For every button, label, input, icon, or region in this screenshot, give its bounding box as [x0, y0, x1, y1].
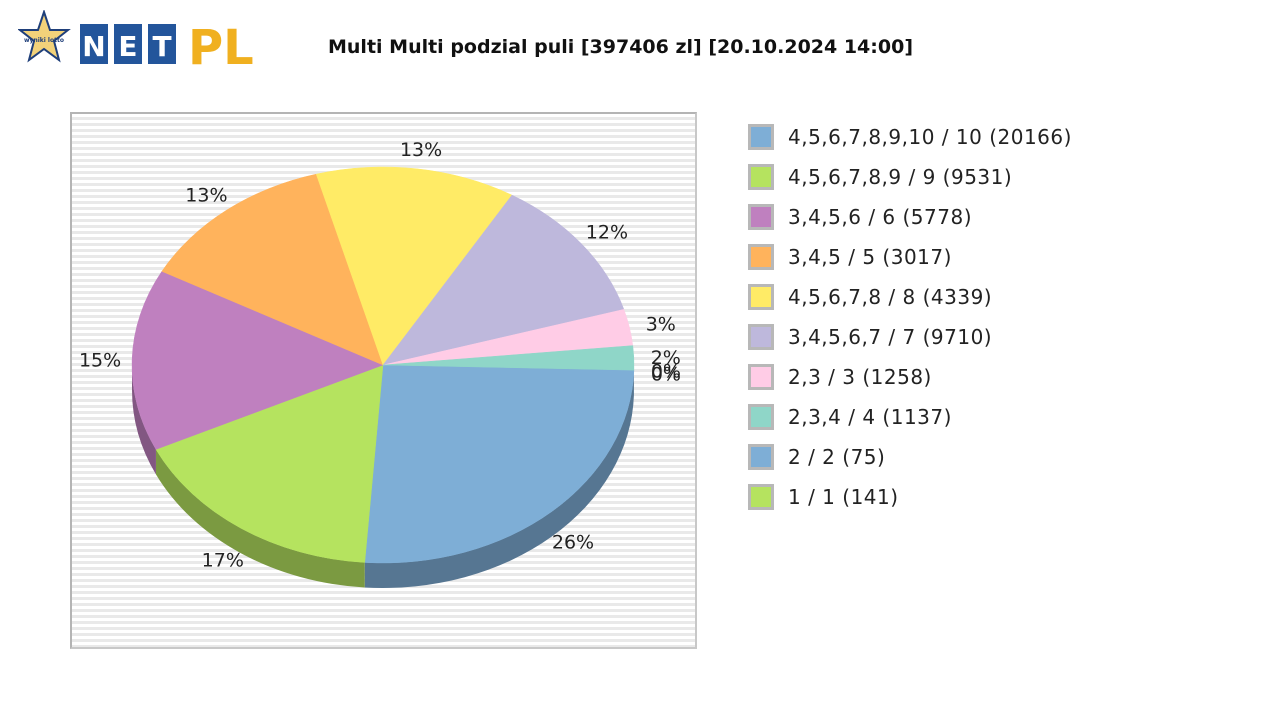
- legend-swatch: [748, 164, 774, 190]
- chart-title: Multi Multi podzial puli [397406 zl] [20…: [328, 36, 914, 58]
- pie-slice-side: [155, 449, 365, 588]
- legend-label: 4,5,6,7,8,9 / 9 (9531): [788, 165, 1013, 189]
- pie-slice-side: [132, 365, 156, 475]
- pie-slice-percent-label: 26%: [552, 532, 594, 554]
- pie-slice-side: [364, 370, 634, 589]
- logo-graphic: wyniki lotto N E T PL: [17, 8, 254, 76]
- pie-slice-percent-label: 0%: [651, 361, 681, 383]
- legend-swatch: [748, 124, 774, 150]
- legend-label: 3,4,5,6 / 6 (5778): [788, 205, 973, 229]
- logo-letters-net: N: [82, 30, 105, 63]
- logo-block-t: [148, 24, 176, 64]
- star-icon: [17, 8, 71, 63]
- legend-swatch: [748, 284, 774, 310]
- legend-item: 2,3 / 3 (1258): [748, 362, 1072, 392]
- pie-slice-percent-label: 15%: [79, 349, 121, 371]
- netpl-logo[interactable]: wyniki lotto N E T PL: [17, 8, 268, 76]
- pie-slice: [315, 166, 513, 366]
- logo-block-e: [114, 24, 142, 64]
- pie-slice-percent-label: 13%: [185, 185, 227, 207]
- legend-label: 3,4,5 / 5 (3017): [788, 245, 952, 269]
- pie-slice: [131, 271, 384, 450]
- pie-slice: [161, 173, 384, 366]
- pie-labels-layer: 26%17%15%13%13%12%3%2%0%0%: [79, 139, 681, 572]
- legend-label: 2 / 2 (75): [788, 445, 886, 469]
- pie-slice-percent-label: 2%: [651, 347, 681, 369]
- legend-label: 2,3,4 / 4 (1137): [788, 405, 952, 429]
- legend-item: 3,4,5,6,7 / 7 (9710): [748, 322, 1072, 352]
- legend-item: 4,5,6,7,8,9,10 / 10 (20166): [748, 122, 1072, 152]
- legend-swatch: [748, 324, 774, 350]
- legend-swatch: [748, 404, 774, 430]
- legend-item: 3,4,5,6 / 6 (5778): [748, 202, 1072, 232]
- legend-label: 3,4,5,6,7 / 7 (9710): [788, 325, 993, 349]
- pie-depth-layer: [132, 365, 634, 589]
- pie-slice: [382, 345, 635, 371]
- legend-swatch: [748, 484, 774, 510]
- logo-letters-pl: PL: [188, 20, 254, 72]
- legend-item: 4,5,6,7,8,9 / 9 (9531): [748, 162, 1072, 192]
- pie-slice: [364, 364, 635, 564]
- legend-item: 1 / 1 (141): [748, 482, 1072, 512]
- legend-swatch: [748, 444, 774, 470]
- logo-letters-net-e: E: [118, 30, 137, 63]
- legend-swatch: [748, 244, 774, 270]
- pie-slice-percent-label: 13%: [400, 139, 442, 161]
- pie-slice-percent-label: 17%: [202, 550, 244, 572]
- legend-label: 1 / 1 (141): [788, 485, 899, 509]
- pie-slice: [155, 364, 384, 563]
- pie-slice-percent-label: 0%: [651, 364, 681, 386]
- legend-label: 2,3 / 3 (1258): [788, 365, 932, 389]
- legend-swatch: [748, 204, 774, 230]
- pie-slice-percent-label: 12%: [586, 222, 628, 244]
- logo-block-n: [80, 24, 108, 64]
- pie-slice-percent-label: 3%: [646, 314, 676, 336]
- legend-label: 4,5,6,7,8 / 8 (4339): [788, 285, 993, 309]
- legend-item: 4,5,6,7,8 / 8 (4339): [748, 282, 1072, 312]
- pie-slice: [382, 194, 625, 366]
- chart-legend: 4,5,6,7,8,9,10 / 10 (20166) 4,5,6,7,8,9 /…: [748, 122, 1072, 522]
- logo-badge-text: wyniki lotto: [24, 37, 64, 44]
- logo-letters-net-t: T: [152, 30, 171, 63]
- pie-top-layer: [131, 166, 635, 564]
- legend-item: 2 / 2 (75): [748, 442, 1072, 472]
- legend-item: 2,3,4 / 4 (1137): [748, 402, 1072, 432]
- legend-label: 4,5,6,7,8,9,10 / 10 (20166): [788, 125, 1072, 149]
- legend-item: 3,4,5 / 5 (3017): [748, 242, 1072, 272]
- legend-swatch: [748, 364, 774, 390]
